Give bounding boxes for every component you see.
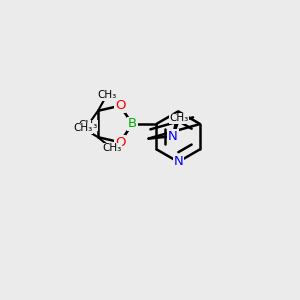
Text: CH₃: CH₃	[97, 90, 116, 100]
Text: CH₃: CH₃	[102, 143, 121, 153]
Text: O: O	[115, 99, 125, 112]
Text: N: N	[168, 130, 178, 142]
Text: B: B	[128, 118, 137, 130]
Text: O: O	[115, 136, 125, 149]
Text: CH₃: CH₃	[170, 113, 189, 123]
Text: N: N	[173, 155, 183, 168]
Text: CH₃: CH₃	[78, 120, 98, 130]
Text: CH₃: CH₃	[73, 123, 92, 133]
